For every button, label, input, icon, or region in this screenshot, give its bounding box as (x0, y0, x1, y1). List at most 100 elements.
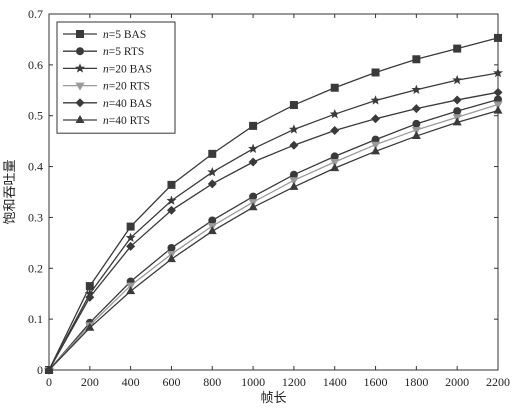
data-point (289, 177, 299, 186)
x-tick-label: 400 (122, 375, 140, 389)
data-point (371, 146, 381, 155)
x-tick-label: 1000 (241, 375, 265, 389)
x-axis-title: 帧长 (260, 390, 286, 405)
data-point (289, 101, 298, 110)
data-point (166, 254, 176, 263)
legend-item: n=40 BAS (63, 98, 152, 110)
data-point (166, 195, 177, 205)
data-point (126, 222, 135, 231)
data-point (329, 108, 340, 119)
data-point (411, 131, 421, 140)
y-axis-title: 饱和吞吐量 (2, 159, 17, 224)
data-point (330, 163, 340, 172)
data-point (207, 179, 217, 189)
data-point (494, 95, 502, 104)
data-point (289, 140, 299, 150)
data-point (411, 104, 421, 114)
data-point (288, 124, 299, 134)
legend-label-rest: =40 RTS (109, 115, 150, 127)
y-tick-label: 0 (37, 363, 43, 377)
x-tick-label: 2200 (486, 375, 510, 389)
data-point (85, 322, 95, 331)
legend-label: n=20 RTS (103, 81, 150, 93)
data-point (453, 44, 462, 53)
data-point (76, 47, 84, 56)
data-point (75, 115, 85, 123)
legend-label-variable: n (103, 98, 109, 110)
series (44, 87, 503, 375)
y-tick-label: 0.6 (28, 58, 43, 72)
legend-label: n=40 BAS (103, 98, 152, 110)
data-point (289, 170, 298, 179)
data-point (330, 125, 340, 135)
data-point (330, 158, 340, 167)
legend-label-variable: n (103, 63, 109, 75)
x-tick-label: 1800 (404, 375, 428, 389)
axis-ticks: 0 200 400 600 800 1000 1200 1400 1600 1800 2000 220… (28, 7, 510, 389)
legend-label-variable: n (103, 115, 109, 127)
x-tick-label: 1600 (364, 375, 388, 389)
data-point (126, 286, 136, 295)
legend-label-rest: =5 BAS (109, 29, 146, 41)
series-line (48, 110, 499, 371)
x-tick-label: 600 (162, 375, 180, 389)
x-tick-label: 1400 (323, 375, 347, 389)
y-tick-label: 0.7 (28, 7, 43, 21)
data-point (44, 365, 54, 373)
x-tick-label: 800 (203, 375, 221, 389)
legend-item: n=5 BAS (63, 29, 146, 41)
data-point (493, 101, 503, 110)
x-tick-label: 0 (46, 375, 52, 389)
legend-label-variable: n (103, 29, 109, 41)
data-point (208, 149, 217, 158)
series-line (48, 72, 499, 371)
x-tick-label: 2000 (445, 375, 469, 389)
data-point (412, 119, 421, 128)
series (45, 95, 502, 374)
legend-label: n=5 RTS (103, 46, 144, 58)
data-point (248, 202, 258, 211)
data-point (493, 67, 503, 78)
series-line (48, 98, 499, 371)
data-point (75, 82, 85, 91)
data-point (249, 121, 258, 130)
y-tick-label: 0.3 (28, 210, 43, 224)
data-point (494, 33, 502, 42)
data-point (453, 107, 462, 116)
legend-box (56, 21, 176, 134)
data-point (125, 232, 136, 242)
legend-item: n=5 RTS (63, 46, 144, 58)
data-point (411, 84, 422, 94)
y-tick-label: 0.4 (28, 160, 43, 174)
legend-label-variable: n (103, 81, 109, 93)
data-point (493, 105, 503, 114)
data-point (371, 135, 380, 144)
data-point (207, 166, 218, 177)
series-line (48, 103, 499, 371)
legend-label-rest: =20 BAS (109, 63, 152, 75)
legend-label: n=20 BAS (103, 63, 152, 75)
data-point (85, 292, 95, 302)
data-point (370, 95, 381, 105)
legend-item: n=20 RTS (63, 81, 150, 93)
data-point (289, 181, 299, 190)
data-point (85, 282, 94, 291)
plot-area (48, 13, 499, 371)
data-point (167, 243, 176, 252)
legend-item: n=20 BAS (63, 63, 152, 75)
legend-label: n=40 RTS (103, 115, 150, 127)
data-point (75, 63, 85, 73)
data-point (371, 141, 381, 150)
legend-label-rest: =5 RTS (109, 46, 145, 58)
data-point (452, 117, 462, 126)
data-point (75, 98, 85, 108)
data-point (166, 205, 176, 215)
plot-frame (48, 13, 499, 371)
data-point (371, 68, 380, 77)
y-tick-label: 0.5 (28, 109, 43, 123)
series-lines (44, 33, 503, 375)
series-line (48, 91, 499, 371)
data-point (248, 157, 258, 167)
